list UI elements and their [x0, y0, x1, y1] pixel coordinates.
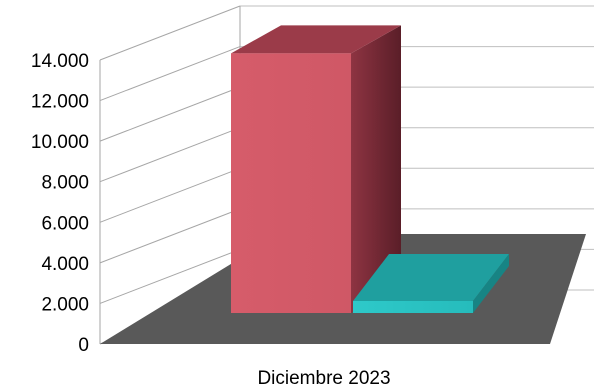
y-tick-labels: 0 2.000 4.000 6.000 8.000 10.000 12.000 14.000 — [31, 51, 89, 356]
y-tick-label: 2.000 — [41, 294, 89, 315]
bar-series-2 — [353, 254, 509, 313]
y-tick-label: 14.000 — [31, 51, 89, 72]
bar-series-2-front — [353, 301, 473, 313]
gridline-diagonal — [99, 208, 241, 264]
gridline-diagonal — [99, 46, 241, 102]
y-tick-label: 4.000 — [41, 254, 89, 275]
x-category-label: Diciembre 2023 — [257, 368, 390, 389]
bar-series-1-top — [231, 25, 401, 54]
gridline-diagonal — [99, 5, 241, 61]
bar-series-1-front — [231, 53, 351, 313]
y-tick-label: 12.000 — [31, 92, 89, 113]
y-tick-label: 6.000 — [41, 213, 89, 234]
gridline-diagonal — [99, 167, 241, 223]
gridline-diagonal — [99, 248, 241, 304]
y-tick-label: 8.000 — [41, 173, 89, 194]
bar-series-2-top — [353, 254, 509, 301]
bar-series-1-side — [351, 25, 401, 313]
gridline-diagonal — [99, 86, 241, 142]
bar-series-2-side — [473, 254, 509, 313]
y-tick-label: 0 — [78, 335, 89, 356]
x-category-labels: Diciembre 2023 — [257, 368, 390, 389]
chart-bars — [231, 25, 509, 313]
y-tick-label: 10.000 — [31, 132, 89, 153]
bar-series-1 — [231, 25, 401, 313]
gridline-diagonal — [99, 127, 241, 183]
